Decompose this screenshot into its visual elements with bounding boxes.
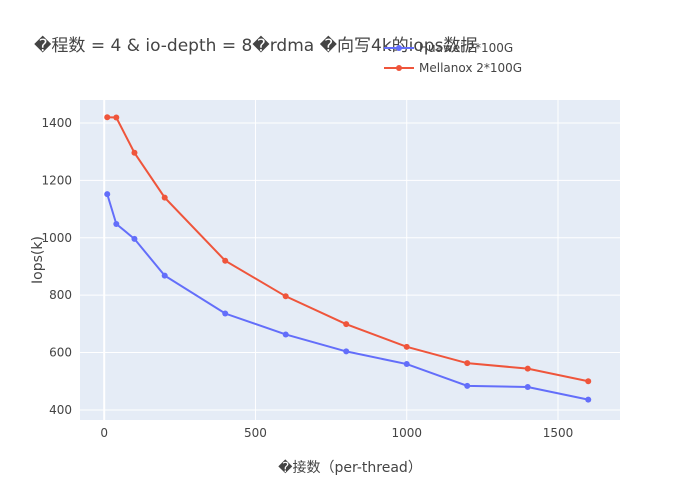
data-point xyxy=(585,378,592,385)
data-point xyxy=(222,310,229,317)
y-axis-label: Iops(k) xyxy=(30,236,46,284)
y-tick-label: 400 xyxy=(49,403,72,417)
data-point xyxy=(464,382,471,389)
y-tick-label: 600 xyxy=(49,346,72,360)
data-point xyxy=(464,360,471,367)
data-point xyxy=(403,343,410,350)
data-point xyxy=(343,348,350,355)
legend-swatch-marker xyxy=(396,45,402,51)
y-tick-label: 1200 xyxy=(41,173,72,187)
data-point xyxy=(585,396,592,403)
data-point xyxy=(403,361,410,368)
y-tick-label: 1000 xyxy=(41,231,72,245)
x-tick-label: 500 xyxy=(244,426,267,440)
legend-label: Mellanox 2*100G xyxy=(419,61,522,75)
series-mellanox xyxy=(104,114,592,385)
data-point xyxy=(222,257,229,264)
data-point xyxy=(104,114,111,121)
grid-layer xyxy=(80,100,620,420)
data-point xyxy=(282,293,289,300)
x-tick-label: 1000 xyxy=(391,426,422,440)
data-point xyxy=(113,220,120,227)
data-point xyxy=(161,194,168,201)
x-tick-label: 0 xyxy=(100,426,108,440)
tick-layer: 400 600 800 1000 1200 1400 0 500 1000 1500 xyxy=(41,116,573,440)
legend: Huawei 2*100G Mellanox 2*100G xyxy=(384,41,522,75)
data-point xyxy=(161,272,168,279)
legend-swatch-marker xyxy=(396,65,402,71)
data-point xyxy=(343,321,350,328)
legend-item: Mellanox 2*100G xyxy=(384,61,522,75)
legend-label: Huawei 2*100G xyxy=(419,41,513,55)
data-point xyxy=(131,235,138,242)
x-tick-label: 1500 xyxy=(543,426,574,440)
legend-item: Huawei 2*100G xyxy=(384,41,513,55)
series-layer xyxy=(104,114,592,403)
chart-title: �程数 = 4 & io-depth = 8�rdma �向写4k的iops数据 xyxy=(34,35,477,56)
data-point xyxy=(131,149,138,156)
data-point xyxy=(524,365,531,372)
y-tick-label: 800 xyxy=(49,288,72,302)
data-point xyxy=(524,383,531,390)
y-tick-label: 1400 xyxy=(41,116,72,130)
data-point xyxy=(113,114,120,121)
data-point xyxy=(104,191,111,198)
data-point xyxy=(282,331,289,338)
x-axis-label: �接数（per-thread） xyxy=(278,459,422,476)
series-huawei xyxy=(104,191,592,403)
